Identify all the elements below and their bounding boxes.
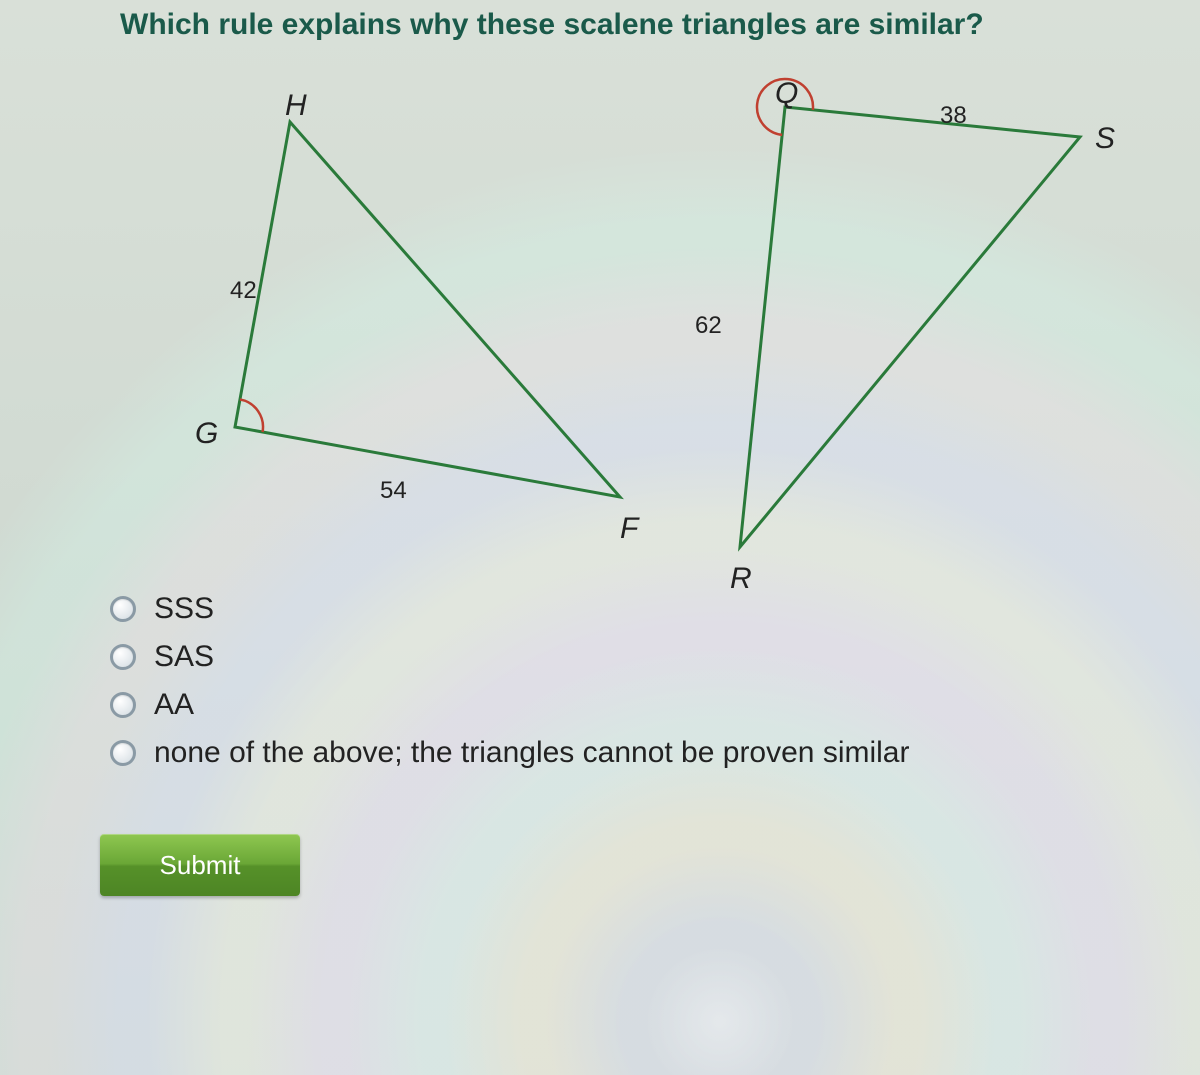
option-label-aa: AA — [154, 688, 194, 722]
option-sss[interactable]: SSS — [110, 592, 1160, 626]
submit-button[interactable]: Submit — [100, 834, 300, 896]
option-sas[interactable]: SAS — [110, 640, 1160, 674]
option-aa[interactable]: AA — [110, 688, 1160, 722]
triangle-qrs — [740, 107, 1080, 547]
option-label-none: none of the above; the triangles cannot … — [154, 736, 909, 770]
vertex-label-q: Q — [775, 77, 798, 111]
diagram: H G F Q S R 42 54 38 62 — [120, 62, 1120, 562]
side-label-gh: 42 — [230, 277, 257, 305]
radio-sas[interactable] — [110, 644, 136, 670]
triangle-ghf — [235, 122, 620, 497]
side-label-qs: 38 — [940, 102, 967, 130]
option-label-sss: SSS — [154, 592, 214, 626]
side-label-qr: 62 — [695, 312, 722, 340]
answer-options: SSS SAS AA none of the above; the triang… — [110, 592, 1160, 770]
vertex-label-f: F — [620, 512, 638, 546]
radio-none[interactable] — [110, 740, 136, 766]
question-text: Which rule explains why these scalene tr… — [120, 8, 1160, 42]
side-label-gf: 54 — [380, 477, 407, 505]
option-label-sas: SAS — [154, 640, 214, 674]
vertex-label-r: R — [730, 562, 752, 596]
triangles-svg — [120, 62, 1120, 582]
radio-sss[interactable] — [110, 596, 136, 622]
option-none[interactable]: none of the above; the triangles cannot … — [110, 736, 1160, 770]
vertex-label-h: H — [285, 89, 307, 123]
radio-aa[interactable] — [110, 692, 136, 718]
vertex-label-s: S — [1095, 122, 1115, 156]
vertex-label-g: G — [195, 417, 218, 451]
